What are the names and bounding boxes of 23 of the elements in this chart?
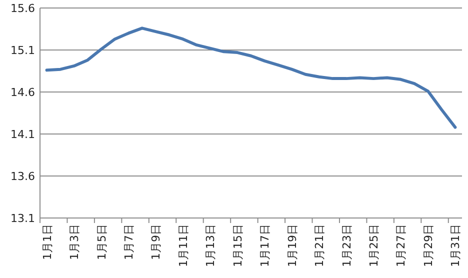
x-tick-label: 1月1日: [40, 224, 54, 260]
x-tick-label: 1月21日: [313, 224, 326, 267]
y-tick-label: 15.1: [10, 44, 35, 57]
x-tick-label: 1月9日: [150, 224, 163, 260]
x-tick-label: 1月11日: [176, 224, 190, 267]
x-tick-label: 1月23日: [340, 224, 354, 267]
x-tick-label: 1月25日: [368, 224, 381, 267]
x-tick-label: 1月3日: [68, 224, 82, 260]
x-tick-label: 1月29日: [422, 224, 435, 267]
y-tick-label: 14.1: [10, 128, 35, 141]
line-series: [45, 26, 457, 129]
x-tick-label: 1月13日: [204, 224, 218, 267]
x-tick-label: 1月7日: [122, 224, 136, 260]
x-tick-label: 1月15日: [231, 224, 244, 267]
y-tick-label: 15.6: [10, 2, 35, 15]
x-tick-label: 1月31日: [449, 224, 462, 267]
x-tick-label: 1月19日: [286, 224, 299, 267]
y-tick-label: 13.6: [10, 170, 35, 183]
y-tick-label: 13.1: [10, 212, 35, 225]
y-tick-label: 14.6: [10, 86, 35, 99]
x-tick-label: 1月17日: [258, 224, 272, 267]
x-tick-label: 1月5日: [95, 224, 108, 260]
x-tick-label: 1月27日: [394, 224, 408, 267]
